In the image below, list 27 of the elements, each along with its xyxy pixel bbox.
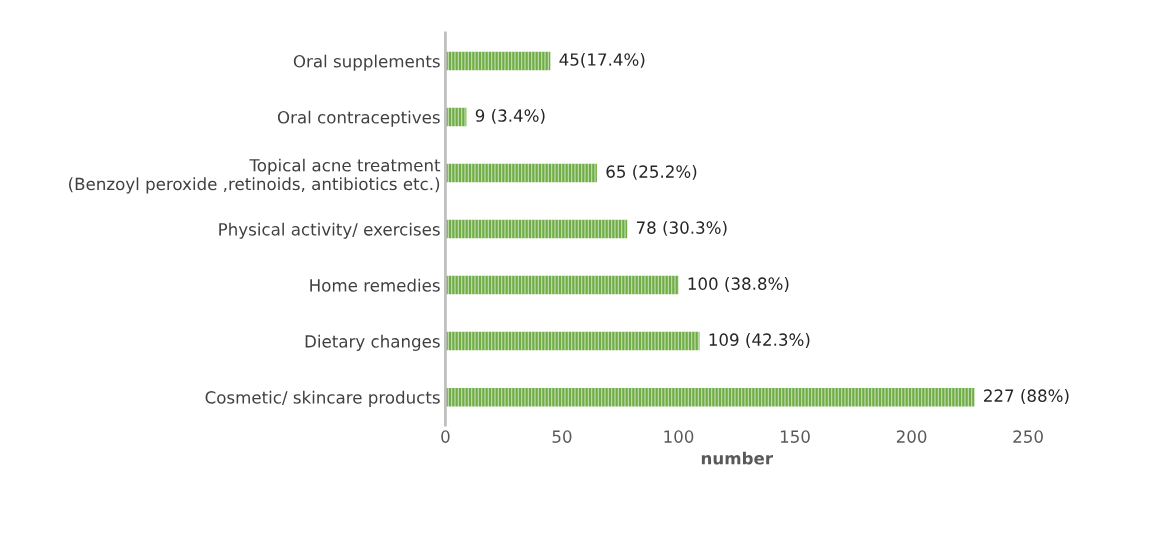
- y-tick-label: Home remedies: [310, 278, 440, 292]
- data-label: 65 (25.2%): [606, 165, 697, 180]
- data-label: 227 (88%): [984, 389, 1069, 404]
- y-tick-label: Oral supplements: [293, 54, 440, 71]
- x-tick-label: 250: [1013, 430, 1043, 443]
- bar: [445, 275, 679, 295]
- y-tick-label: Dietary changes: [305, 334, 440, 351]
- bar: [445, 331, 700, 351]
- x-tick-label: 200: [896, 430, 927, 443]
- x-tick-label: 150: [780, 430, 810, 443]
- y-tick-label: Cosmetic/ skincare products: [205, 390, 440, 407]
- data-label: 100 (38.8%): [688, 277, 789, 292]
- x-axis-title: number: [701, 451, 773, 465]
- bar: [445, 163, 597, 183]
- data-label: 9 (3.4%): [475, 108, 545, 124]
- bar: [445, 387, 975, 407]
- x-tick-label: 0: [441, 430, 450, 443]
- data-label: 109 (42.3%): [709, 333, 810, 348]
- data-label: 78 (30.3%): [636, 221, 727, 236]
- x-tick-label: 100: [664, 430, 694, 443]
- y-tick-label: Oral contraceptives: [277, 110, 440, 127]
- y-tick-label: Topical acne treatment (Benzoyl peroxide ,retinoids, antibiotics etc.): [69, 158, 441, 194]
- y-tick-label: Physical activity/ exercises: [219, 222, 440, 239]
- bar: [445, 51, 551, 71]
- bar: [445, 219, 628, 239]
- x-tick-label: 50: [552, 430, 572, 443]
- data-label: 45(17.4%): [559, 52, 645, 68]
